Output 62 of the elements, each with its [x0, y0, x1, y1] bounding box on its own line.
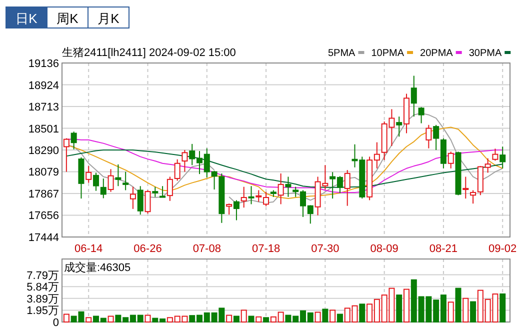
- bar: [240, 310, 247, 322]
- y-tick-label: 17444: [28, 232, 59, 244]
- x-tick-label: 07-30: [311, 243, 340, 255]
- bar: [470, 301, 476, 322]
- candlestick: [166, 176, 173, 202]
- bar: [455, 288, 462, 322]
- bar: [256, 316, 262, 322]
- bar: [263, 317, 270, 322]
- candlestick: [500, 146, 506, 169]
- bar: [322, 308, 328, 322]
- bar: [462, 298, 469, 322]
- bar: [448, 302, 454, 322]
- x-tick-label: 07-18: [252, 243, 280, 255]
- candlestick: [285, 176, 292, 198]
- y-tick-label: 19136: [28, 58, 59, 70]
- bar: [63, 314, 70, 322]
- x-tick-label: 07-08: [192, 243, 221, 255]
- y-tick-label: 5.84万: [26, 282, 59, 294]
- bar: [330, 310, 336, 322]
- bar: [314, 312, 321, 322]
- y-tick-label: 18713: [28, 102, 59, 114]
- candlestick: [278, 172, 284, 205]
- candlestick: [462, 176, 469, 200]
- y-tick-label: 0: [52, 317, 59, 328]
- legend-label: 30PMA: [468, 48, 502, 59]
- bar: [248, 316, 254, 322]
- text: 月K: [98, 11, 120, 26]
- bar: [108, 316, 114, 322]
- line-series: [66, 150, 504, 188]
- y-tick-label: 18079: [28, 166, 59, 179]
- x-tick-label: 06-26: [134, 243, 162, 255]
- chart-title: 成交量:46305: [64, 261, 131, 274]
- y-tick-label: 1.95万: [26, 305, 59, 318]
- bar: [500, 293, 506, 322]
- candlestick: [410, 75, 417, 118]
- candlestick: [93, 172, 100, 192]
- legend-label: 5PMA: [328, 48, 356, 59]
- text: 周K: [56, 11, 79, 26]
- y-tick-label: 7.79万: [26, 270, 59, 282]
- bar: [336, 314, 343, 322]
- y-tick-label: 17656: [28, 210, 59, 222]
- y-tick-label: 18924: [28, 80, 59, 92]
- bar: [396, 294, 402, 322]
- y-tick-label: 17867: [28, 188, 59, 200]
- bar: [404, 288, 410, 322]
- y-tick-label: 3.89万: [26, 293, 59, 306]
- chart-title: 生猪2411[lh2411] 2024-09-02 15:00: [62, 46, 236, 59]
- candlestick: [396, 116, 402, 138]
- y-tick-label: 18501: [28, 123, 59, 136]
- x-tick-label: 08-09: [370, 243, 398, 255]
- x-tick-label: 08-21: [429, 243, 458, 255]
- bar: [359, 304, 366, 322]
- y-tick-label: 18290: [28, 145, 59, 157]
- legend-label: 10PMA: [371, 48, 404, 59]
- legend-label: 20PMA: [420, 48, 454, 59]
- text: 日K: [16, 11, 38, 26]
- bar: [144, 314, 151, 322]
- bar: [233, 316, 240, 322]
- x-tick-label: 09-02: [488, 243, 517, 255]
- bar: [226, 314, 232, 322]
- bar: [86, 317, 92, 322]
- x-tick-label: 06-14: [74, 243, 103, 255]
